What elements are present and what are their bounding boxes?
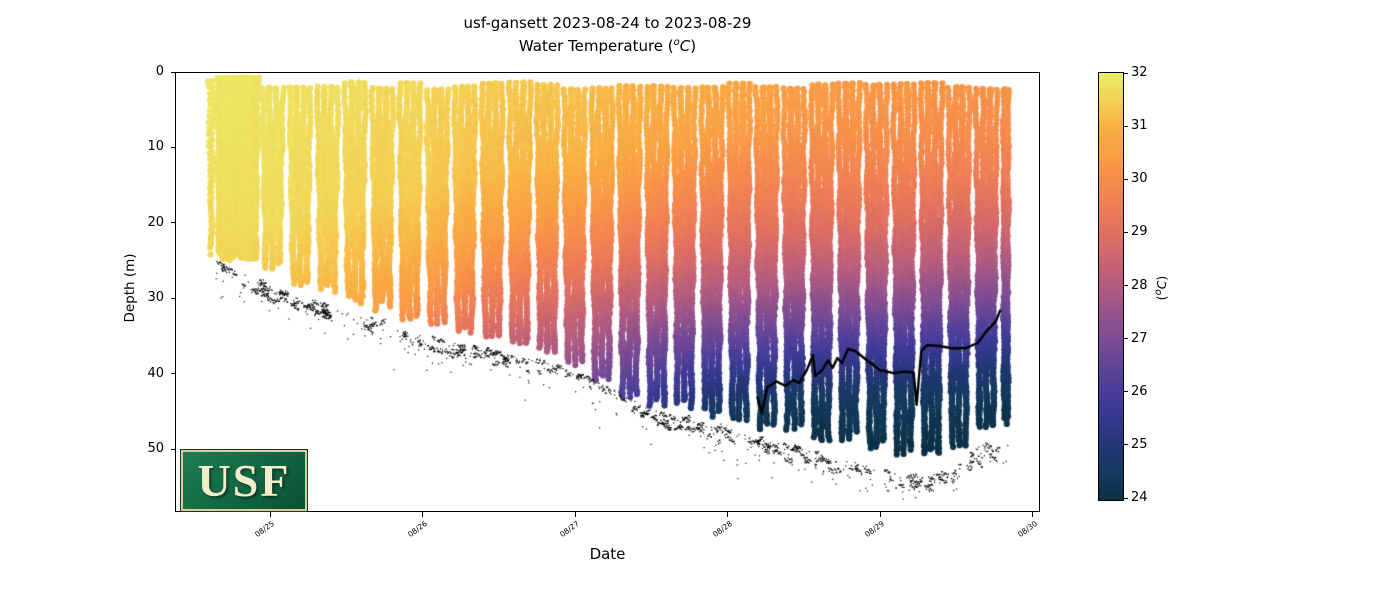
y-tick-mark [170,297,175,299]
x-tick-mark [574,512,576,517]
colorbar-tick-mark [1123,444,1128,446]
colorbar-tick-mark [1123,497,1128,499]
y-tick-mark [170,71,175,73]
colorbar-tick-mark [1123,125,1128,127]
y-tick-label: 20 [147,214,164,230]
x-tick-mark [1032,512,1034,517]
y-tick-label: 0 [155,64,164,79]
y-tick-label: 10 [147,139,164,155]
colorbar-tick-label: 26 [1131,383,1148,399]
x-tick-mark [422,512,423,517]
y-tick-label: 40 [147,365,164,381]
colorbar-tick-label: 27 [1131,330,1148,346]
usf-logo-text: USF [197,455,291,506]
x-tick-mark [269,512,271,517]
colorbar-tick-mark [1123,178,1128,180]
colorbar-tick-mark [1123,338,1128,340]
x-axis-label: Date [589,545,626,563]
colorbar-tick-label: 24 [1131,490,1148,505]
x-tick-mark [727,512,729,517]
y-tick-mark [170,373,175,375]
y-tick-label: 30 [147,290,164,306]
colorbar-tick-label: 31 [1131,118,1148,134]
y-tick-mark [170,448,175,450]
y-tick-label: 50 [147,441,164,457]
chart-title: usf-gansett 2023-08-24 to 2023-08-29 [463,14,752,32]
x-tick-mark [879,512,881,517]
colorbar-tick-mark [1123,231,1128,233]
y-axis-label: Depth (m) [122,253,138,323]
colorbar-tick-label: 32 [1131,65,1148,80]
y-tick-mark [170,146,175,148]
colorbar-tick-mark [1123,391,1128,393]
colorbar-tick-label: 28 [1131,277,1148,293]
colorbar-tick-mark [1123,285,1128,286]
usf-logo: USF [180,449,308,512]
colorbar [1098,72,1124,501]
colorbar-tick-label: 25 [1131,436,1148,452]
colorbar-tick-label: 30 [1131,171,1148,187]
y-tick-mark [170,222,175,224]
colorbar-tick-mark [1123,72,1128,74]
colorbar-label: (oC) [1152,275,1170,301]
chart-subtitle: Water Temperature (oC) [518,37,697,55]
colorbar-tick-label: 29 [1131,224,1148,240]
